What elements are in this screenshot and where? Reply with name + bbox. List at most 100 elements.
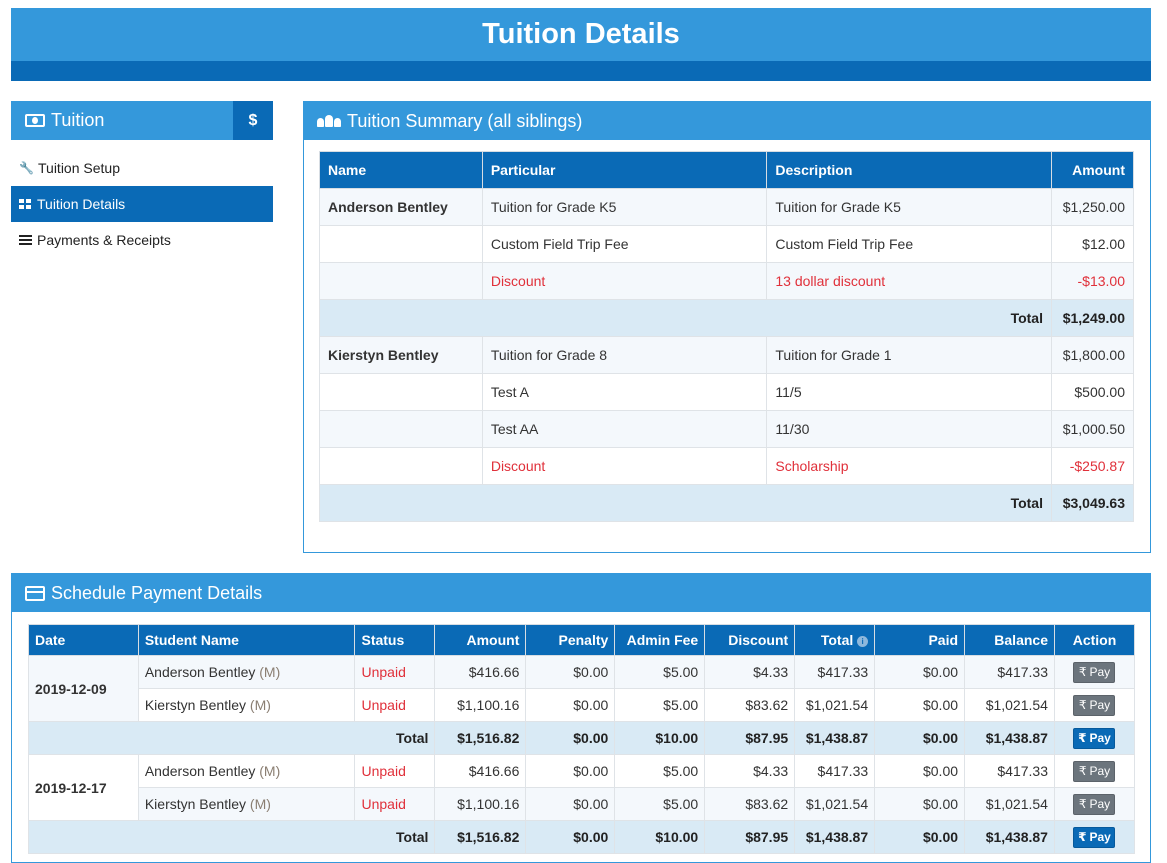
column-header: Action [1053, 624, 1136, 656]
column-header: Penalty [525, 624, 616, 656]
status-unpaid: Unpaid [354, 787, 436, 821]
total-label: Total [27, 721, 436, 755]
student-name-cell: Anderson Bentley (M) [137, 655, 356, 689]
sidebar-header: Tuition $ [11, 101, 273, 140]
student-name-cell: Kierstyn Bentley (M) [137, 787, 356, 821]
amount: $12.00 [1050, 225, 1135, 263]
pay-button[interactable]: ₹ Pay [1073, 694, 1116, 716]
rupee-icon: ₹ [1078, 830, 1087, 844]
total-label: Total [27, 820, 436, 854]
balance: $417.33 [964, 754, 1055, 788]
rupee-icon: ₹ [1078, 797, 1087, 811]
action-cell: ₹ Pay [1053, 721, 1136, 755]
page-title: Tuition Details [482, 18, 680, 50]
amount: $416.66 [434, 655, 527, 689]
sidebar-item-label: Payments & Receipts [37, 232, 171, 248]
amount: $1,516.82 [434, 820, 527, 854]
description: 13 dollar discount [766, 262, 1052, 300]
table-row: Test A 11/5 $500.00 [319, 373, 1135, 411]
student-name: Anderson Bentley [144, 664, 256, 680]
total-row: Total $1,516.82 $0.00 $10.00 $87.95 $1,4… [27, 721, 1136, 755]
pay-all-button[interactable]: ₹ Pay [1073, 826, 1116, 848]
pay-button[interactable]: ₹ Pay [1073, 793, 1116, 815]
particular: Tuition for Grade 8 [481, 336, 768, 374]
column-header: Name [319, 151, 483, 189]
penalty: $0.00 [525, 721, 616, 755]
total: $417.33 [794, 655, 876, 689]
sidebar-item-payments-receipts[interactable]: Payments & Receipts [11, 222, 273, 258]
description: Custom Field Trip Fee [766, 225, 1052, 263]
action-cell: ₹ Pay [1053, 688, 1136, 722]
total: $417.33 [794, 754, 876, 788]
schedule-payment-title: Schedule Payment Details [51, 582, 263, 603]
page-header: Tuition Details [11, 8, 1151, 81]
sidebar-item-label: Tuition Setup [38, 160, 120, 176]
student-name-cell: Anderson Bentley (M) [137, 754, 356, 788]
rupee-icon: ₹ [1078, 764, 1087, 778]
sidebar-title-label: Tuition [51, 110, 105, 130]
table-header-row: Name Particular Description Amount [319, 151, 1135, 189]
header-strip [11, 61, 1151, 81]
total: $1,021.54 [794, 787, 876, 821]
column-header-label: Total [820, 632, 854, 648]
table-row: Custom Field Trip Fee Custom Field Trip … [319, 225, 1135, 263]
student-tag: (M) [249, 796, 271, 812]
column-header-total: Total i [794, 624, 876, 656]
particular: Tuition for Grade K5 [481, 188, 768, 226]
balance: $1,021.54 [964, 787, 1055, 821]
discount: $87.95 [704, 721, 796, 755]
amount: $1,100.16 [434, 688, 527, 722]
wrench-icon: 🔧 [19, 161, 34, 175]
admin-fee: $5.00 [614, 655, 706, 689]
total: $1,438.87 [794, 820, 876, 854]
pay-all-button[interactable]: ₹ Pay [1073, 727, 1116, 749]
column-header: Discount [704, 624, 796, 656]
pay-button[interactable]: ₹ Pay [1073, 760, 1116, 782]
student-tag: (M) [259, 763, 281, 779]
pay-button[interactable]: ₹ Pay [1073, 661, 1116, 683]
student-tag: (M) [249, 697, 271, 713]
column-header: Student Name [137, 624, 356, 656]
table-row: Kierstyn Bentley (M) Unpaid $1,100.16 $0… [29, 688, 1136, 722]
admin-fee: $5.00 [614, 787, 706, 821]
table-row-discount: Discount Scholarship -$250.87 [319, 447, 1135, 485]
info-icon[interactable]: i [857, 636, 869, 647]
pay-label: Pay [1089, 665, 1111, 679]
sidebar: Tuition $ 🔧 Tuition Setup Tuition Detail… [11, 101, 273, 258]
rupee-icon: ₹ [1078, 731, 1087, 745]
paid: $0.00 [874, 820, 966, 854]
status-unpaid: Unpaid [354, 688, 436, 722]
pay-label: Pay [1089, 764, 1111, 778]
column-header: Admin Fee [614, 624, 706, 656]
tuition-summary-title: Tuition Summary (all siblings) [347, 110, 583, 131]
amount: $1,800.00 [1050, 336, 1135, 374]
money-bill-icon [25, 114, 45, 127]
total-value: $1,249.00 [1050, 299, 1135, 337]
dollar-icon: $ [233, 101, 273, 140]
action-cell: ₹ Pay [1053, 754, 1136, 788]
description: 11/30 [766, 410, 1052, 448]
total: $1,438.87 [794, 721, 876, 755]
student-name: Kierstyn Bentley [319, 336, 483, 374]
total-row: Total $3,049.63 [319, 484, 1135, 522]
sidebar-item-tuition-details[interactable]: Tuition Details [11, 186, 273, 222]
action-cell: ₹ Pay [1053, 820, 1136, 854]
amount: $1,516.82 [434, 721, 527, 755]
paid: $0.00 [874, 787, 966, 821]
pay-label: Pay [1089, 830, 1111, 844]
column-header: Paid [874, 624, 966, 656]
description: Tuition for Grade K5 [766, 188, 1052, 226]
student-name-empty [319, 410, 483, 448]
pay-label: Pay [1089, 698, 1111, 712]
sidebar-item-tuition-setup[interactable]: 🔧 Tuition Setup [11, 150, 273, 186]
column-header: Amount [434, 624, 527, 656]
schedule-payment-panel: Schedule Payment Details Date Student Na… [11, 573, 1151, 863]
total-row: Total $1,249.00 [319, 299, 1135, 337]
list-icon [19, 235, 32, 245]
penalty: $0.00 [525, 787, 616, 821]
users-icon [317, 115, 341, 127]
amount: $500.00 [1050, 373, 1135, 411]
admin-fee: $5.00 [614, 688, 706, 722]
total-value: $3,049.63 [1050, 484, 1135, 522]
rupee-icon: ₹ [1078, 698, 1087, 712]
